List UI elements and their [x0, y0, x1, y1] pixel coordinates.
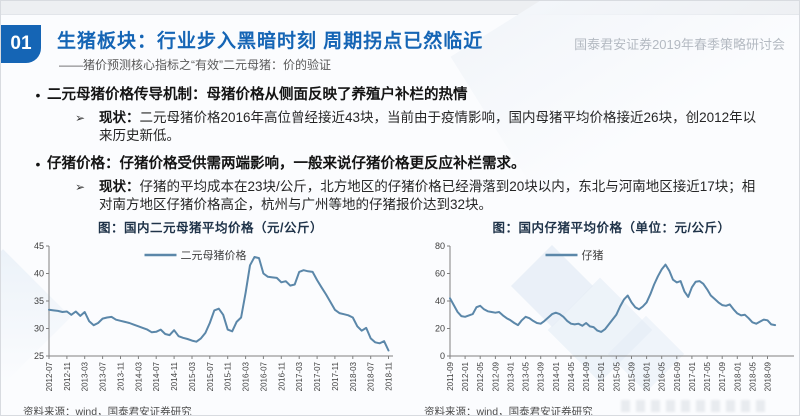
sow-price-chart: 图：国内二元母猪平均价格（元/公斤） 25 30 35 40 45 2012-07 2012… [23, 217, 398, 416]
bullet-item: • 仔猪价格：仔猪价格受供需两端影响，一般来说仔猪价格更反应补栏需求。 [29, 154, 793, 174]
svg-text:25: 25 [34, 351, 44, 361]
status-text: 二元母猪价格2016年高位曾经接近43块，当前由于疫情影响，国内母猪平均价格接近… [99, 110, 757, 143]
svg-text:2017-07: 2017-07 [313, 361, 322, 391]
svg-text:2014-09: 2014-09 [582, 361, 591, 391]
svg-text:仔猪: 仔猪 [582, 249, 604, 262]
svg-text:2015-09: 2015-09 [628, 361, 637, 391]
svg-text:2012-11: 2012-11 [63, 361, 72, 390]
svg-text:2013-11: 2013-11 [117, 361, 126, 390]
data-source-note: 资料来源：wind，国泰君安证券研究 [23, 406, 192, 416]
svg-text:2012-05: 2012-05 [476, 361, 485, 391]
svg-text:2015-01: 2015-01 [597, 361, 606, 391]
svg-text:2018-05: 2018-05 [748, 361, 757, 391]
svg-text:2017-11: 2017-11 [331, 361, 340, 390]
chart-title: 图：国内仔猪平均价格（单位：元/公斤） [492, 221, 731, 235]
svg-text:2013-01: 2013-01 [507, 361, 516, 391]
svg-text:2016-07: 2016-07 [259, 361, 268, 391]
slide-subtitle: ——猪价预测核心指标之“有效”二元母猪：价的验证 [59, 58, 331, 72]
svg-text:2015-07: 2015-07 [206, 361, 215, 391]
charts-section: 图：国内二元母猪平均价格（元/公斤） 25 30 35 40 45 2012-07 2012… [23, 217, 795, 416]
sub-bullet-item: ➢ 现状：仔猪的平均成本在23块/公斤，北方地区的仔猪价格已经滑落到20块以内，… [75, 178, 793, 213]
svg-text:2018-09: 2018-09 [764, 361, 773, 391]
svg-text:2013-09: 2013-09 [537, 361, 546, 391]
svg-text:45: 45 [34, 241, 44, 251]
svg-text:2018-01: 2018-01 [733, 361, 742, 391]
bullet-item: • 二元母猪价格传导机制：母猪价格从侧面反映了养殖户补栏的热情 [29, 85, 793, 105]
status-text: 仔猪的平均成本在23块/公斤，北方地区的仔猪价格已经滑落到20块以内，东北与河南… [99, 179, 756, 212]
svg-text:0: 0 [440, 351, 445, 361]
arrow-bullet-icon: ➢ [75, 180, 86, 194]
svg-text:2015-03: 2015-03 [188, 361, 197, 391]
svg-text:2016-01: 2016-01 [643, 361, 652, 391]
bullet-list: • 二元母猪价格传导机制：母猪价格从侧面反映了养殖户补栏的热情 ➢ 现状：二元母… [29, 85, 793, 223]
svg-text:2018-11: 2018-11 [385, 361, 394, 390]
svg-text:2016-11: 2016-11 [277, 361, 286, 390]
svg-text:2013-05: 2013-05 [522, 361, 531, 391]
svg-text:2017-05: 2017-05 [703, 361, 712, 391]
svg-text:2017-09: 2017-09 [718, 361, 727, 391]
sub-bullet-text: 现状：二元母猪价格2016年高位曾经接近43块，当前由于疫情影响，国内母猪平均价… [99, 109, 759, 144]
slide-header: 01 生猪板块：行业步入黑暗时刻 周期拐点已然临近 ——猪价预测核心指标之“有效… [1, 14, 799, 86]
bullet-title: 仔猪价格：仔猪价格受供需两端影响，一般来说仔猪价格更反应补栏需求。 [47, 156, 526, 172]
svg-text:2016-05: 2016-05 [658, 361, 667, 391]
sow-price-line-chart-canvas: 25 30 35 40 45 2012-07 2012-11 2013-03 2013-07 20… [23, 238, 398, 402]
svg-text:2014-07: 2014-07 [152, 361, 161, 391]
chart-title: 图：国内二元母猪平均价格（元/公斤） [98, 221, 323, 235]
svg-text:2016-03: 2016-03 [242, 361, 251, 391]
bullet-title: 二元母猪价格传导机制：母猪价格从侧面反映了养殖户补栏的热情 [47, 87, 468, 103]
svg-text:80: 80 [435, 241, 445, 251]
slide-title: 生猪板块：行业步入黑暗时刻 周期拐点已然临近 [57, 31, 484, 52]
svg-text:2014-01: 2014-01 [552, 361, 561, 391]
svg-text:2017-01: 2017-01 [688, 361, 697, 391]
sub-bullet-text: 现状：仔猪的平均成本在23块/公斤，北方地区的仔猪价格已经滑落到20块以内，东北… [99, 178, 759, 213]
sub-bullet-item: ➢ 现状：二元母猪价格2016年高位曾经接近43块，当前由于疫情影响，国内母猪平… [75, 109, 793, 144]
svg-text:35: 35 [34, 296, 44, 306]
arrow-bullet-icon: ➢ [75, 111, 86, 125]
bullet-dot-icon: • [35, 87, 41, 103]
svg-text:2015-05: 2015-05 [612, 361, 621, 391]
svg-text:40: 40 [34, 269, 44, 279]
svg-text:40: 40 [435, 296, 445, 306]
svg-text:2012-07: 2012-07 [45, 361, 54, 391]
piglet-price-line-chart-canvas: 0 20 40 60 80 2011-09 2012-01 2012-05 2012-09 201… [424, 238, 799, 402]
conference-label: 国泰君安证券2019年春季策略研讨会 [574, 37, 785, 52]
svg-text:2012-01: 2012-01 [461, 361, 470, 391]
svg-text:2018-07: 2018-07 [367, 361, 376, 391]
svg-text:2012-09: 2012-09 [491, 361, 500, 391]
piglet-price-chart: 图：国内仔猪平均价格（单位：元/公斤） 0 20 40 60 80 2011-09 2012… [424, 217, 799, 416]
svg-text:30: 30 [34, 324, 44, 334]
status-label: 现状： [99, 179, 140, 194]
svg-text:2014-11: 2014-11 [170, 361, 179, 390]
svg-text:2013-03: 2013-03 [81, 361, 90, 391]
svg-text:60: 60 [435, 269, 445, 279]
svg-text:2011-09: 2011-09 [446, 361, 455, 390]
page-number-badge: 01 [1, 25, 41, 63]
svg-text:2017-03: 2017-03 [295, 361, 304, 391]
svg-text:2018-03: 2018-03 [349, 361, 358, 391]
svg-text:二元母猪价格: 二元母猪价格 [181, 248, 247, 262]
svg-text:2014-03: 2014-03 [134, 361, 143, 391]
svg-text:2015-11: 2015-11 [224, 361, 233, 390]
data-source-note: 资料来源：wind，国泰君安证券研究 [424, 406, 593, 416]
bullet-dot-icon: • [35, 156, 41, 172]
svg-text:2013-07: 2013-07 [99, 361, 108, 391]
svg-text:20: 20 [435, 324, 445, 334]
watermark [621, 400, 771, 412]
svg-text:2014-05: 2014-05 [567, 361, 576, 391]
status-label: 现状： [99, 110, 140, 125]
svg-text:2016-09: 2016-09 [673, 361, 682, 391]
